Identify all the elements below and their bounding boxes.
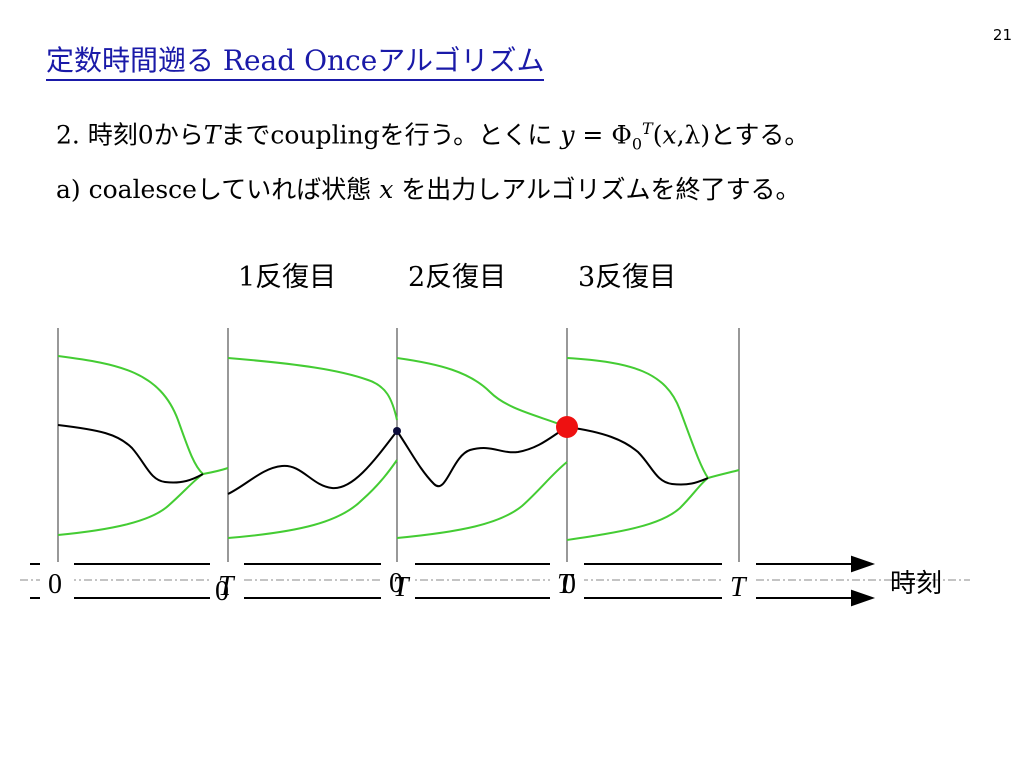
green-upper-curve-1 — [57, 355, 229, 476]
black-curve-4 — [566, 426, 709, 486]
black-curve-2 — [227, 430, 398, 495]
tick-row1-b: T — [218, 571, 236, 602]
step-a-line: a) coalesceしていれば状態 x を出力しアルゴリズムを終了する。 — [56, 173, 801, 207]
tick-gap — [550, 562, 584, 604]
tick-row1-c: 0 — [389, 568, 403, 599]
var-y: y — [560, 120, 575, 150]
page-number: 21 — [992, 26, 1012, 44]
green-upper-curve-3 — [396, 357, 568, 428]
phi-superscript: T — [642, 119, 653, 138]
step-a-prefix: a) coalesceしていれば状態 — [56, 175, 380, 204]
sample-trajectory — [57, 424, 709, 495]
black-curve-3 — [396, 426, 568, 488]
tick-gap — [381, 562, 415, 604]
tick-gap — [40, 562, 74, 604]
var-x: x — [662, 120, 677, 150]
coupling-point — [393, 427, 401, 435]
tick-gap — [210, 562, 244, 604]
tick-label-backgrounds — [40, 562, 756, 604]
green-lower-curve-1 — [57, 473, 204, 536]
step-2-line: 2. 時刻0からTまでcouplingを行う。とくに y = Φ0T(x,λ)と… — [56, 112, 809, 161]
var-T: T — [203, 120, 221, 150]
time-axis-1-arrowhead — [851, 555, 876, 573]
args-rest: ,λ) — [676, 120, 711, 150]
tick-row2-a: 0 — [215, 576, 229, 607]
tick-row2-c: T — [393, 572, 411, 603]
iteration-2-label: 2反復目 — [408, 262, 507, 293]
green-upper-curve-4 — [566, 357, 740, 480]
tick-row2-d: T — [730, 572, 748, 603]
coalescence-point — [556, 416, 578, 438]
bounding-trajectories — [57, 355, 740, 541]
green-lower-curve-2 — [227, 459, 398, 539]
tick-labels: 0 T 0 T 0 0 T T — [48, 568, 748, 607]
iteration-3-label: 3反復目 — [578, 262, 677, 293]
time-axes — [30, 555, 876, 607]
green-upper-curve-2 — [227, 357, 398, 421]
tick-row1-d: T — [557, 569, 575, 600]
time-boundaries — [57, 328, 740, 568]
step-2-suffix: とする。 — [710, 120, 810, 150]
green-lower-curve-3 — [396, 461, 568, 539]
time-axis-2-arrowhead — [851, 589, 876, 607]
step-2-mid: までcouplingを行う。とくに — [220, 120, 561, 150]
green-lower-curve-4 — [566, 477, 709, 541]
var-x-state: x — [379, 175, 394, 204]
step-a-suffix: を出力しアルゴリズムを終了する。 — [393, 175, 801, 204]
slide-title: 定数時間遡る Read Onceアルゴリズム — [46, 44, 545, 81]
phi-symbol: = Φ — [574, 120, 632, 150]
step-2-prefix: 2. 時刻0から — [56, 120, 204, 150]
tick-gap — [722, 562, 756, 604]
time-axis-label: 時刻 — [890, 569, 942, 599]
black-curve-1 — [57, 424, 204, 484]
tick-row1-a: 0 — [48, 569, 62, 600]
phi-subscript: 0 — [631, 134, 643, 154]
tick-row2-b: 0 — [562, 569, 576, 600]
iteration-1-label: 1反復目 — [238, 262, 337, 293]
args-open: ( — [652, 120, 663, 150]
